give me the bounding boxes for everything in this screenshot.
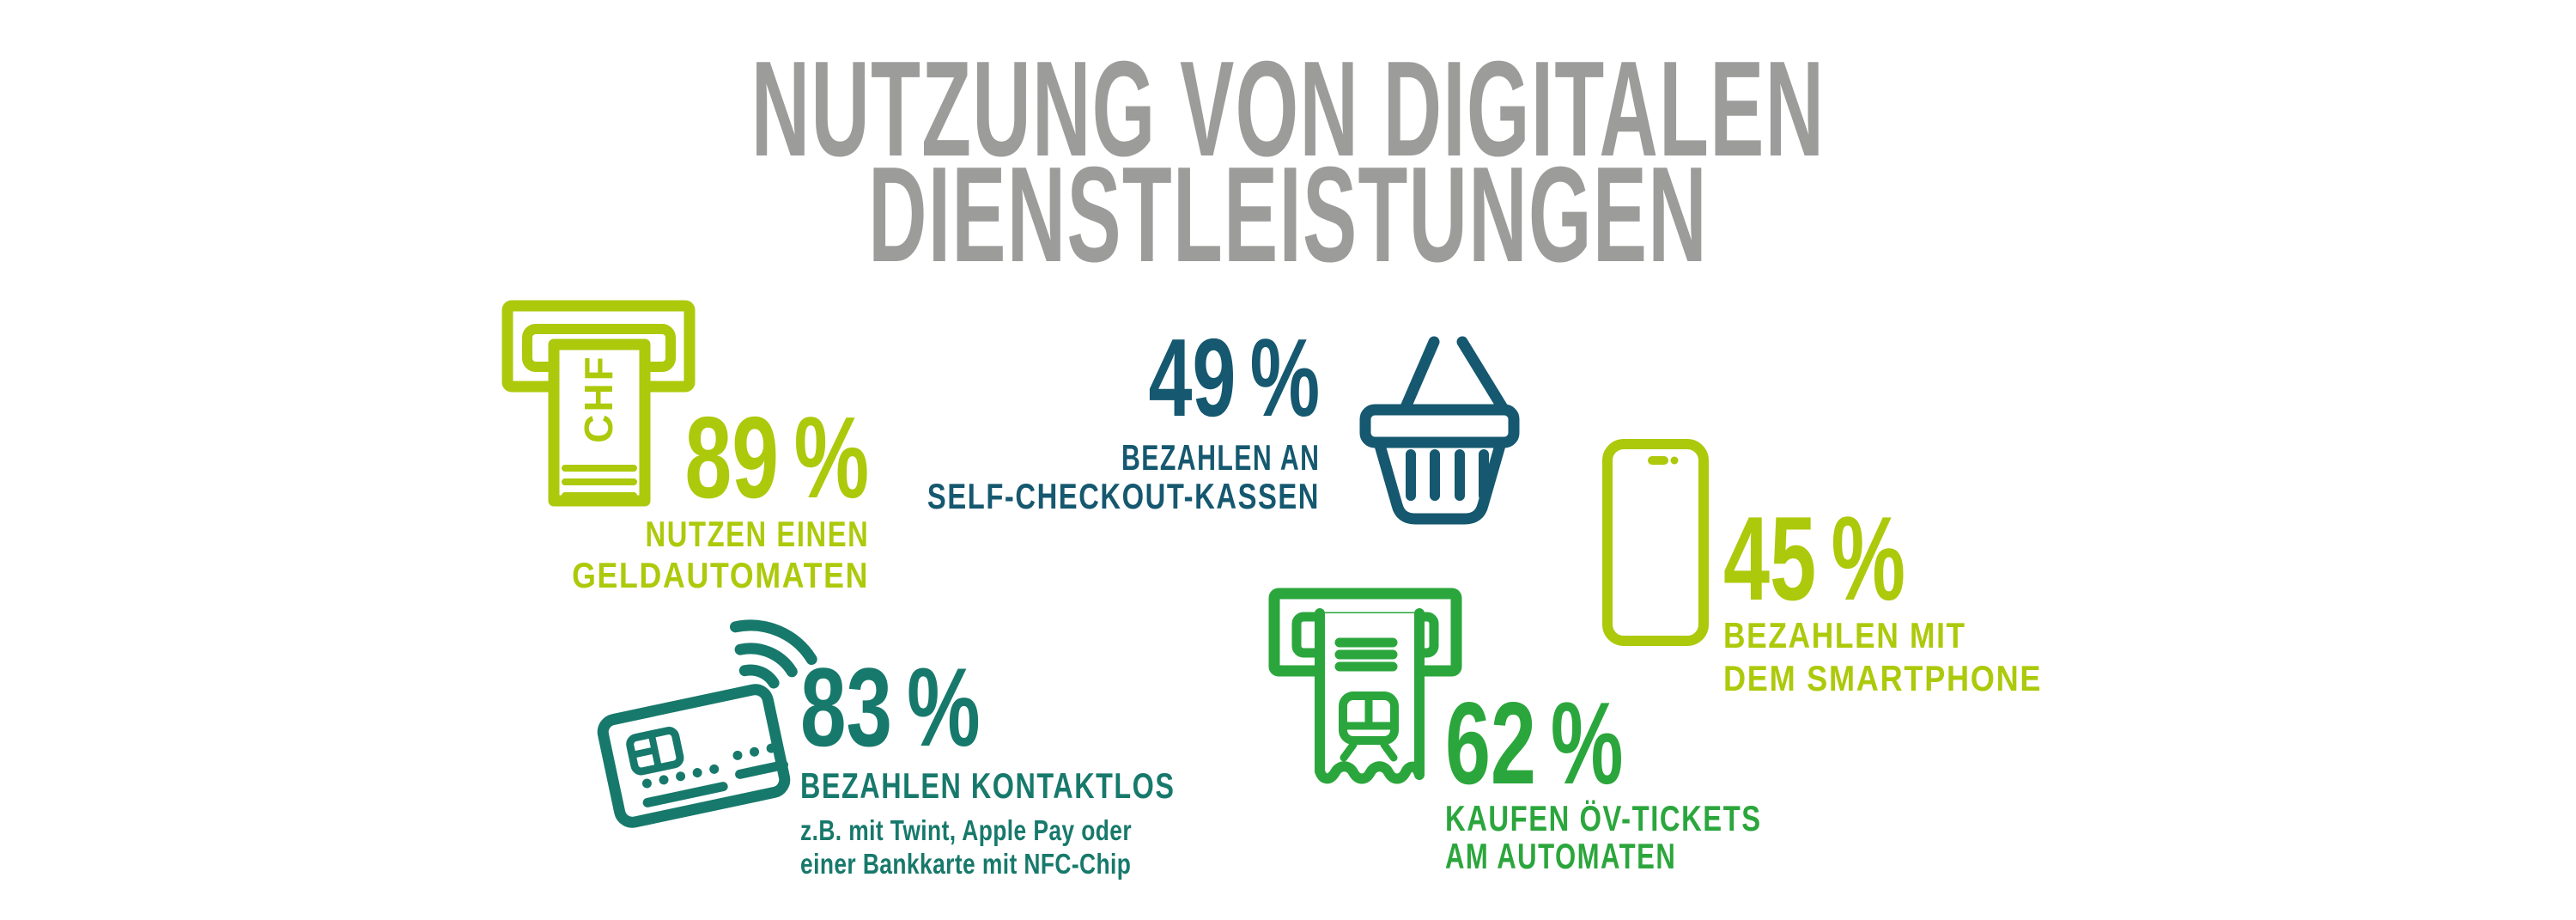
smartphone-camera-dot — [1670, 456, 1679, 465]
card-number-lines — [642, 760, 788, 807]
atm-cash-dispenser-icon: CHF — [501, 300, 696, 507]
stat-kontaktlos-subline2: einer Bankkarte mit NFC-Chip — [800, 848, 1132, 880]
nfc-wave-large — [730, 619, 817, 665]
basket-rim — [1359, 404, 1520, 448]
smartphone-body — [1602, 439, 1709, 646]
basket-slats — [1406, 449, 1489, 501]
stat-self-checkout-value: 49 % — [1148, 316, 1320, 440]
stat-geldautomat-label-line2: GELDAUTOMATEN — [571, 555, 869, 595]
infographic-title-line1: NUTZUNG VON DIGITALEN — [750, 34, 1826, 185]
stat-kontaktlos-subline1: z.B. mit Twint, Apple Pay oder — [800, 814, 1133, 846]
stat-geldautomat-value: 89 % — [684, 393, 869, 522]
stat-oev-tickets-label-line1: KAUFEN ÖV-TICKETS — [1445, 798, 1762, 838]
stat-geldautomat-label-line1: NUTZEN EINEN — [645, 514, 869, 554]
nfc-wave-medium — [734, 643, 798, 678]
stat-kontaktlos-label-line1: BEZAHLEN KONTAKTLOS — [800, 765, 1176, 806]
basket-body — [1373, 436, 1507, 525]
contactless-payment-card-icon — [597, 619, 817, 828]
infographic-title-line2: DIENSTLEISTUNGEN — [868, 139, 1708, 290]
card-number-dots — [641, 743, 776, 789]
atm-chf-label: CHF — [576, 354, 621, 443]
nfc-wave-small — [738, 664, 780, 689]
stat-smartphone-label-line1: BEZAHLEN MIT — [1723, 615, 1966, 655]
stat-oev-tickets-label-line2: AM AUTOMATEN — [1445, 836, 1677, 876]
card-body — [597, 684, 791, 828]
stat-oev-tickets-value: 62 % — [1445, 678, 1624, 808]
ticket-tram-legs — [1340, 740, 1398, 762]
ticket-tram-window — [1340, 693, 1397, 730]
shopping-basket-icon — [1359, 336, 1520, 525]
atm-banknote-lines — [562, 465, 637, 499]
stat-kontaktlos-value: 83 % — [800, 644, 981, 770]
stat-self-checkout-label-line1: BEZAHLEN AN — [1121, 437, 1320, 478]
basket-handle — [1397, 336, 1510, 419]
atm-banknotes — [548, 338, 651, 507]
bank-card — [597, 684, 791, 828]
smartphone-icon — [1602, 439, 1709, 646]
svg-text:CHF: CHF — [576, 354, 621, 443]
stat-smartphone-value: 45 % — [1723, 492, 1906, 625]
stat-self-checkout-label-line2: SELF-CHECKOUT-KASSEN — [927, 476, 1320, 516]
card-chip-lines — [629, 730, 662, 771]
ticket-vending-machine-icon — [1268, 588, 1462, 784]
ticket-text-lines — [1334, 637, 1398, 672]
stat-smartphone-label-line2: DEM SMARTPHONE — [1723, 658, 2043, 698]
